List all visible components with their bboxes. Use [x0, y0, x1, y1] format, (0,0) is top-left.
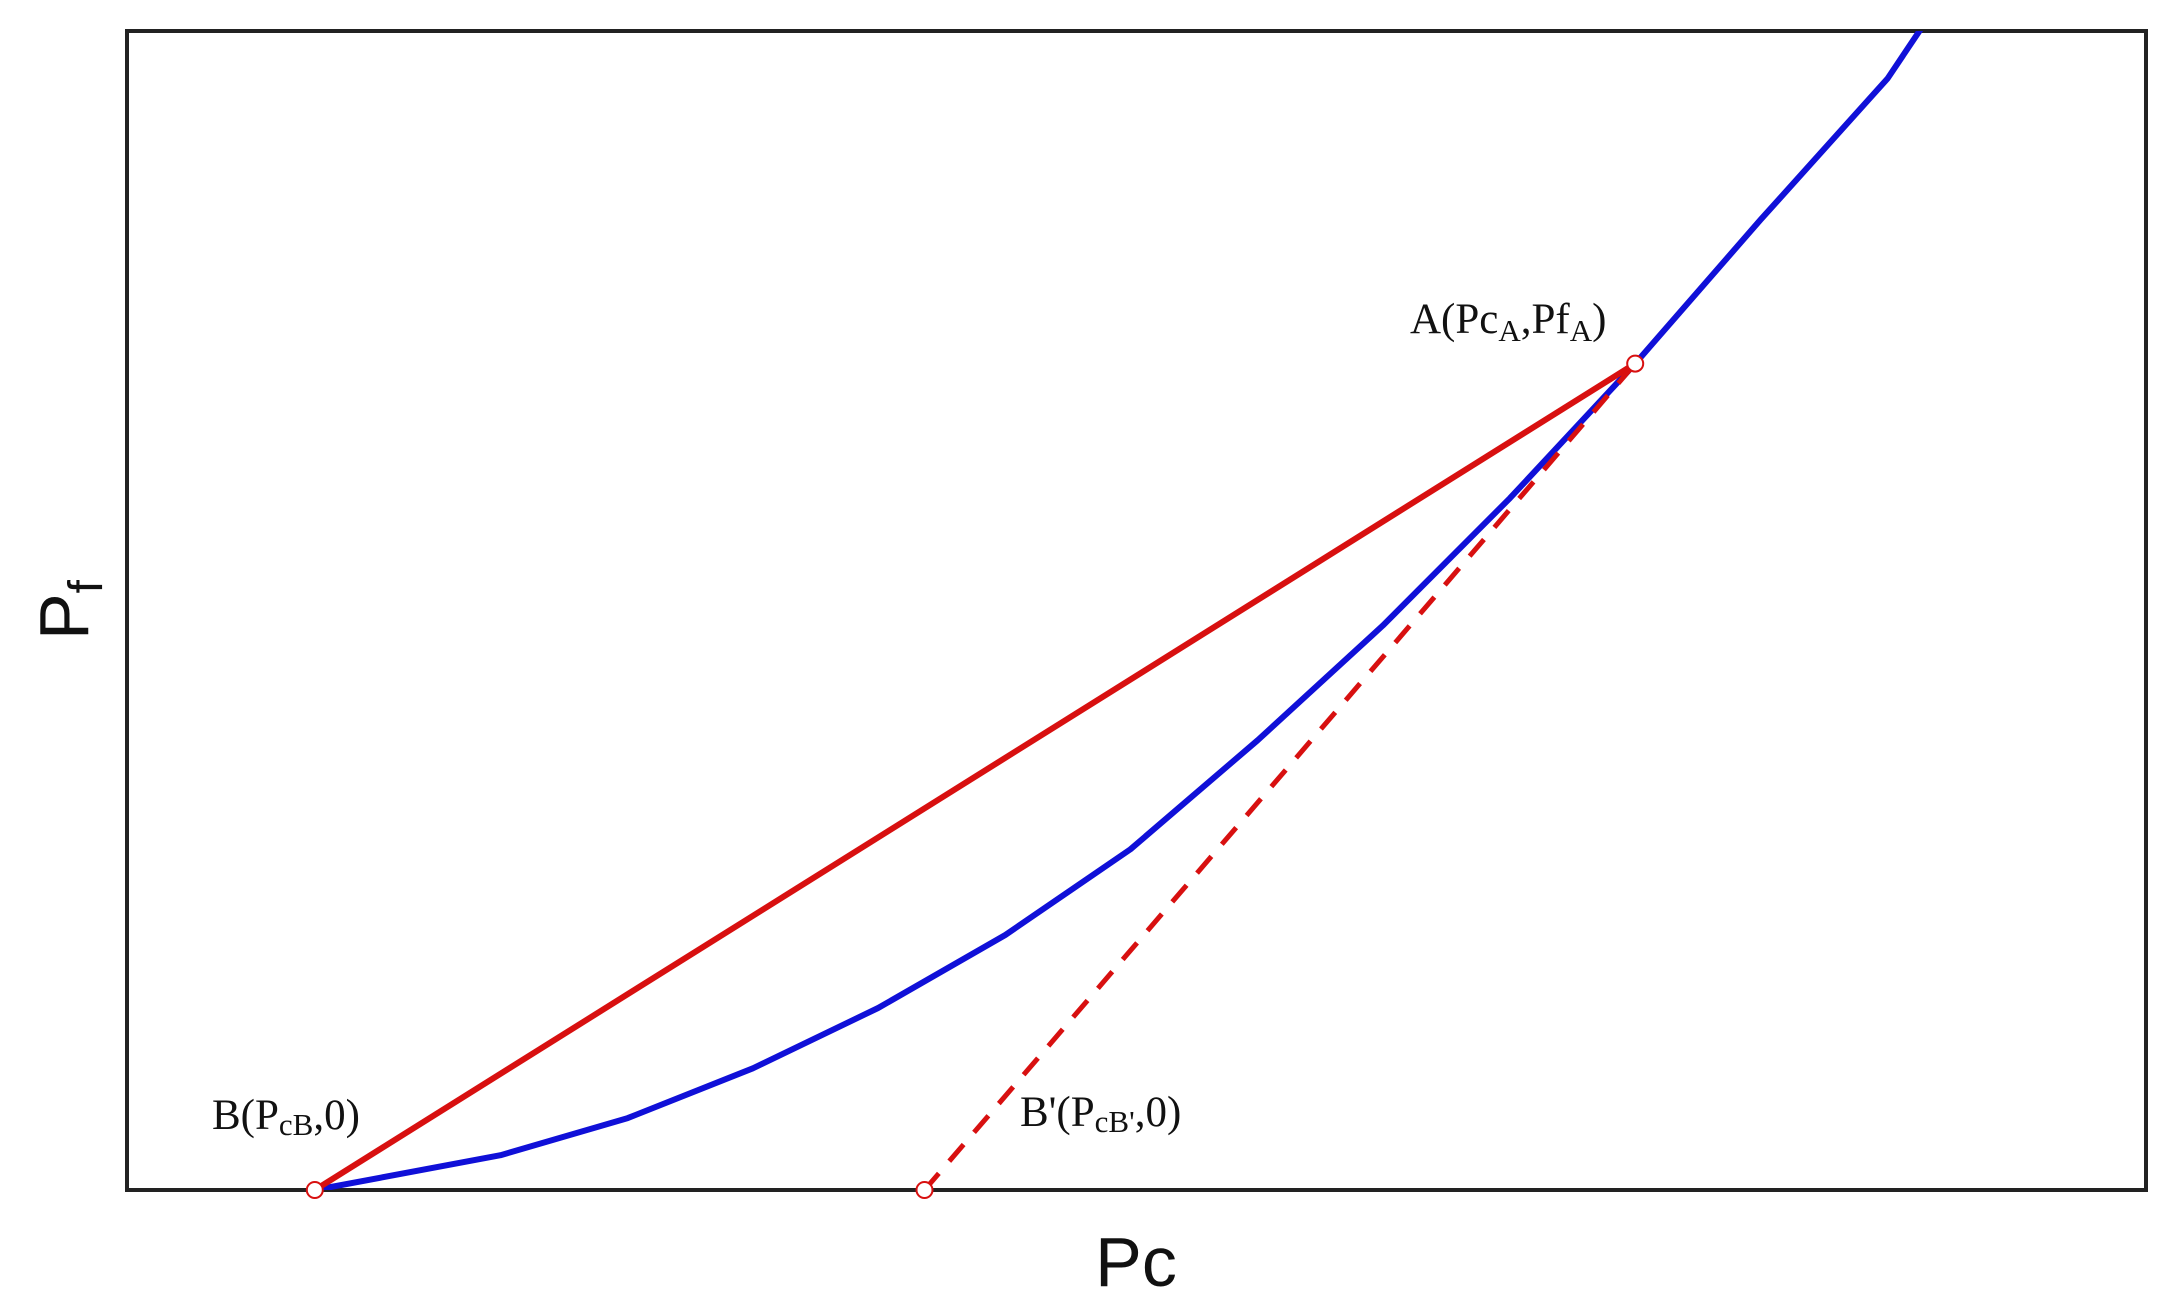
plot-frame	[125, 29, 2148, 1192]
red-tangent-dashed-line	[922, 361, 1638, 1190]
y-axis-label-group: Pf	[25, 579, 113, 640]
points-layer	[305, 354, 1645, 1199]
annotation-point-b-prime: B'(PcB',0)	[1020, 1089, 1181, 1139]
red-chord-line	[313, 361, 1637, 1190]
point-b-prime-marker	[915, 1181, 934, 1199]
blue-curve-line	[314, 31, 1924, 1190]
point-a-marker	[1626, 354, 1645, 373]
annotation-point-b: B(PcB,0)	[212, 1092, 360, 1142]
annotation-point-a: A(PcA,PfA)	[1410, 296, 1606, 348]
x-axis-label: Pc	[1095, 1223, 1177, 1301]
series-layer	[313, 31, 1924, 1190]
y-axis-label: Pf	[25, 579, 113, 640]
point-b-marker	[305, 1181, 324, 1199]
